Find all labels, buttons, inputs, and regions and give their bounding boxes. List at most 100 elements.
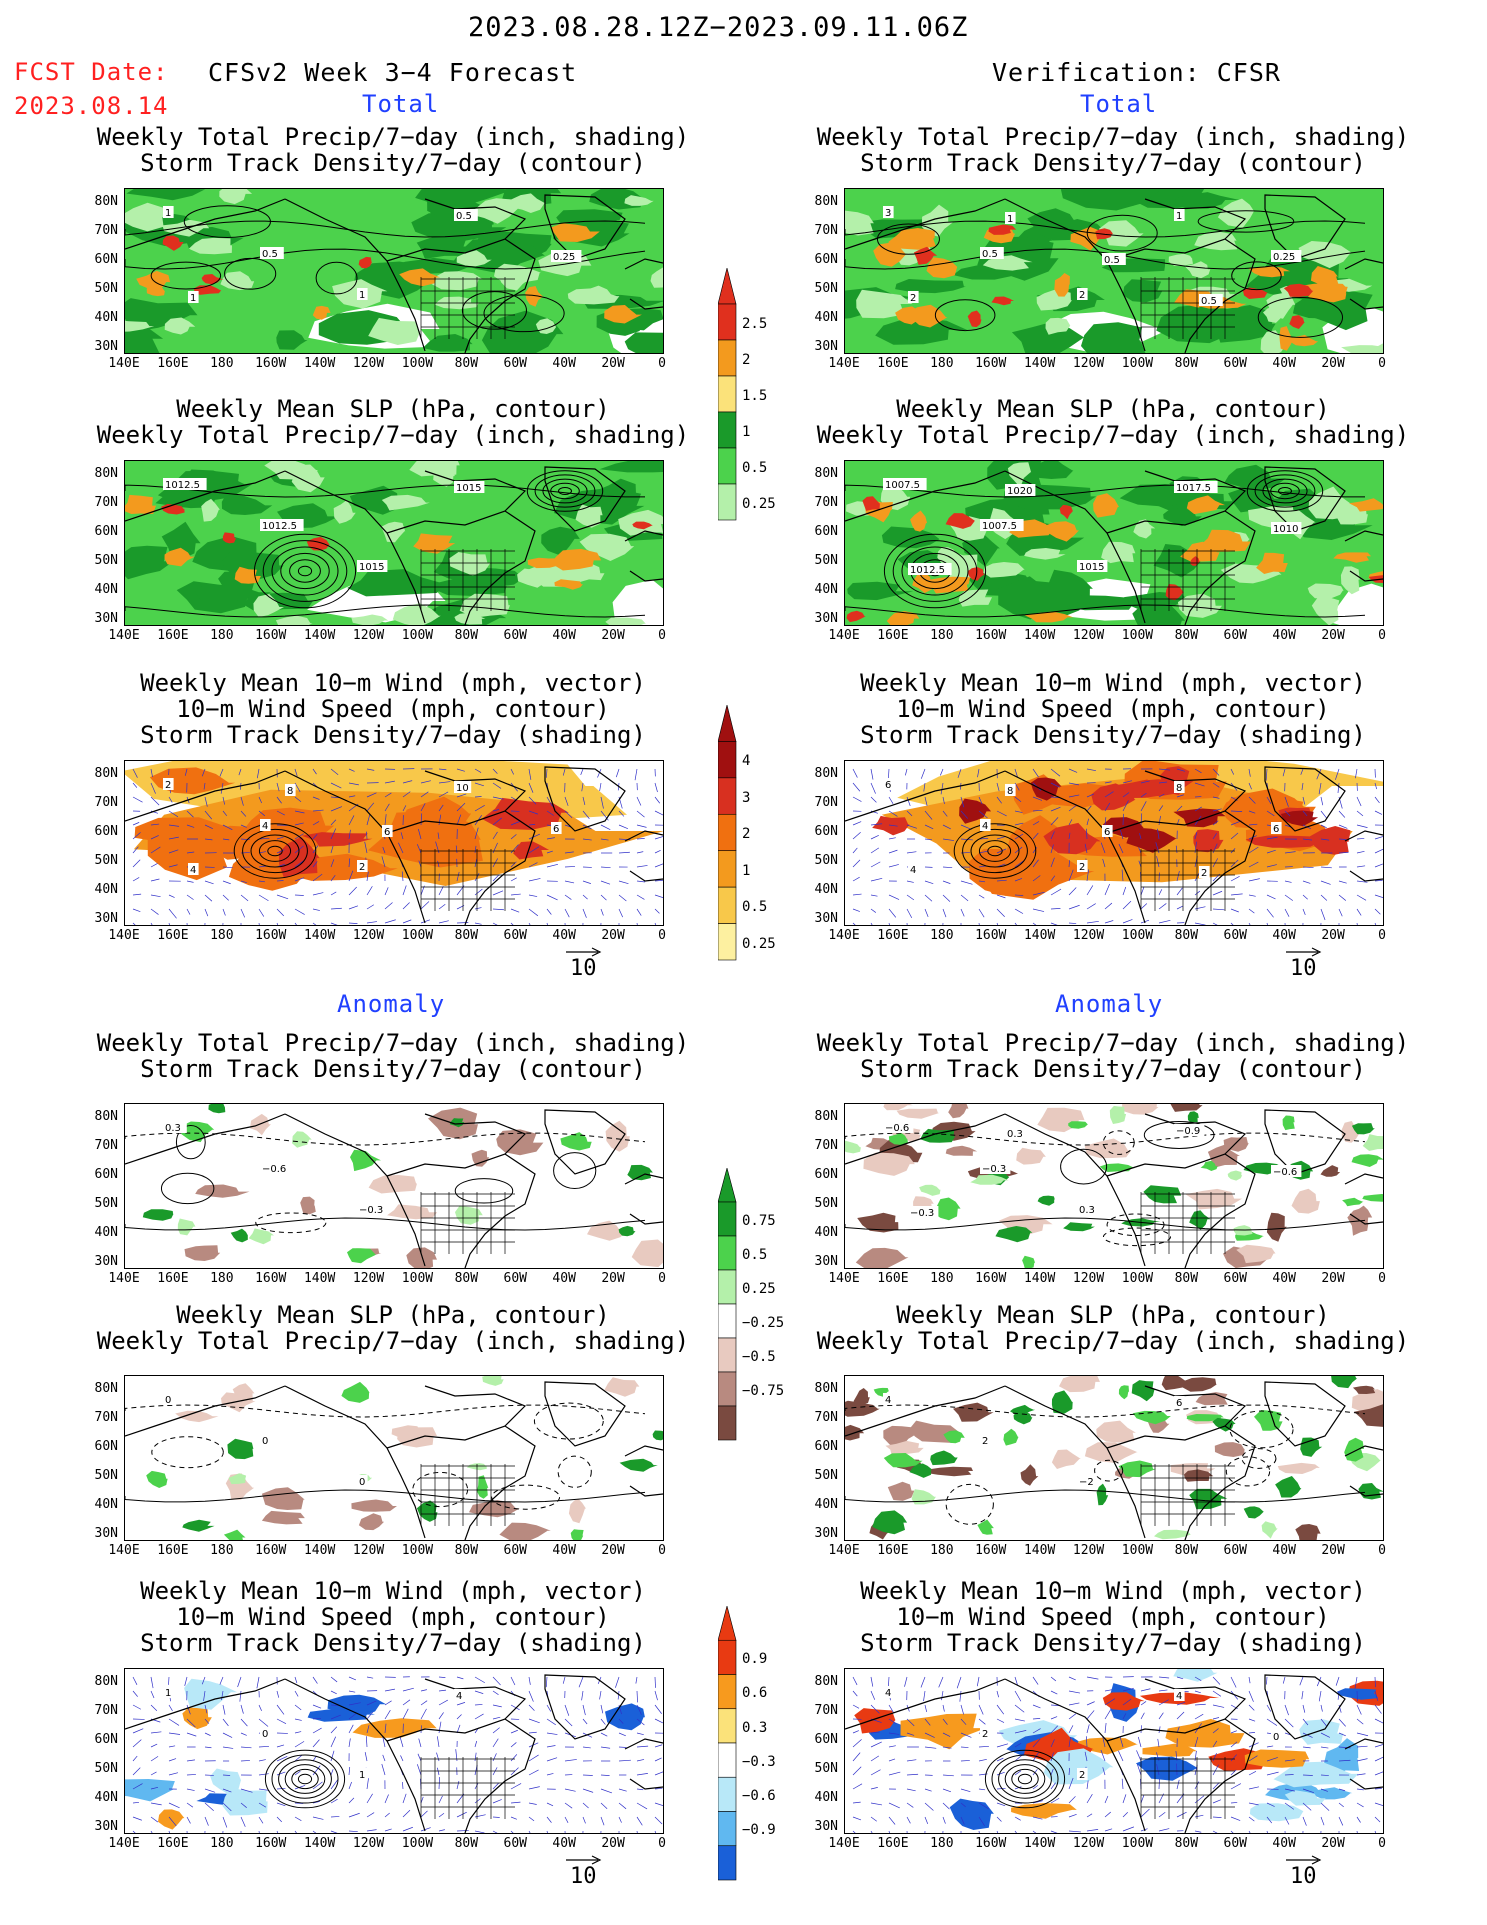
- wind-vector: [294, 1718, 302, 1721]
- dry-anomaly: [358, 1513, 385, 1531]
- precip-shade: [276, 330, 308, 350]
- wind-vector: [510, 1742, 517, 1748]
- wind-vector: [312, 834, 318, 840]
- wind-vector: [870, 894, 878, 897]
- wind-vector: [1122, 1826, 1135, 1832]
- wind-vector: [168, 908, 177, 919]
- wind-vector: [636, 1718, 645, 1726]
- wind-vector: [1158, 1811, 1166, 1818]
- wind-vector: [600, 1830, 602, 1833]
- precip-shade: [416, 236, 473, 259]
- wind-vector: [600, 838, 609, 841]
- wind-vector: [510, 1729, 518, 1734]
- wind-vector: [237, 1676, 242, 1688]
- wind-vector: [168, 894, 175, 898]
- wind-speed-contour: [284, 1764, 326, 1794]
- wind-vector: [294, 1830, 297, 1833]
- contour-label: 6: [885, 780, 891, 791]
- lat-tick-label: 80N: [94, 1674, 118, 1689]
- lon-tick-label: 140W: [1023, 1543, 1056, 1558]
- wind-vector: [1032, 1816, 1043, 1820]
- lon-tick-label: 40W: [1272, 1543, 1296, 1558]
- wind-vector: [1356, 850, 1365, 854]
- lon-tick-label: 80W: [1174, 928, 1199, 943]
- vector-reference-arrow: [1286, 1855, 1322, 1865]
- wind-vector: [528, 1704, 535, 1711]
- colorbar-label: 0.5: [742, 1246, 768, 1263]
- wind-vector: [150, 1743, 158, 1748]
- wind-vector: [582, 1788, 594, 1793]
- wind-vector: [474, 845, 477, 854]
- colorbar-label: −0.25: [742, 1314, 785, 1331]
- precip-shade: [998, 576, 1048, 620]
- wind-vector: [1338, 894, 1347, 901]
- precip-shade: [881, 526, 940, 549]
- wind-vector: [1122, 1713, 1127, 1720]
- wind-vector: [1248, 922, 1251, 925]
- wind-vector: [1122, 792, 1130, 798]
- wind-vector: [492, 874, 500, 882]
- lon-tick-label: 160E: [157, 1271, 189, 1286]
- precip-shade: [125, 545, 174, 580]
- wind-vector: [1265, 768, 1268, 781]
- wind-vector: [906, 908, 913, 919]
- contour-label-bg: [163, 206, 174, 218]
- wind-vector: [564, 922, 566, 925]
- wind-vector: [1266, 1718, 1278, 1726]
- wind-vector: [996, 1757, 1004, 1762]
- wind-vector: [924, 880, 934, 885]
- wind-vector: [870, 1769, 881, 1776]
- wind-vector: [852, 1816, 862, 1821]
- anomaly-contour: [845, 1217, 1366, 1231]
- lat-tick-label: 80N: [94, 766, 118, 781]
- wind-vector: [942, 894, 951, 902]
- wind-vector: [923, 782, 926, 792]
- lat-tick-label: 80N: [94, 466, 118, 481]
- contour-label: 8: [1007, 786, 1013, 797]
- colorbar-label: 0.75: [742, 1212, 776, 1229]
- wind-vector: [1121, 1778, 1124, 1790]
- anomaly-contour: [845, 1132, 1366, 1146]
- wet-anomaly: [292, 1131, 312, 1148]
- lon-tick-label: 0: [1378, 628, 1386, 643]
- wind-vector: [1050, 782, 1060, 788]
- wet-anomaly: [1227, 1170, 1243, 1181]
- wind-vector: [924, 1718, 931, 1726]
- lat-tick-label: 70N: [814, 223, 838, 238]
- wind-vector: [132, 859, 141, 868]
- anomaly-contour: [255, 1212, 327, 1234]
- wind-vector: [400, 832, 404, 840]
- wind-vector: [1194, 922, 1206, 925]
- wind-vector: [636, 851, 644, 854]
- wind-vector: [1320, 810, 1328, 819]
- wind-vector: [1014, 922, 1017, 925]
- wind-vector: [1157, 828, 1160, 840]
- wind-vector: [582, 838, 592, 841]
- wind-vector: [417, 1753, 422, 1762]
- wind-vector: [906, 1816, 911, 1824]
- wind-vector: [276, 1704, 285, 1715]
- wind-vector: [348, 1724, 354, 1734]
- dry-anomaly: [300, 1196, 316, 1215]
- dry-anomaly: [351, 1499, 397, 1512]
- wind-vector: [600, 894, 607, 901]
- coastline: [386, 510, 536, 625]
- wind-vector: [1176, 768, 1186, 772]
- wind-vector: [222, 908, 226, 916]
- wind-vector: [888, 922, 890, 925]
- wind-vector: [920, 1676, 926, 1688]
- dry-anomaly: [1016, 1147, 1046, 1165]
- wind-vector: [1068, 782, 1079, 786]
- storm-track-contour: [150, 261, 222, 290]
- wind-vector: [924, 894, 933, 902]
- contour-label-bg: [980, 1727, 991, 1739]
- wind-vector: [1194, 1713, 1204, 1720]
- contour-label: 4: [262, 821, 268, 832]
- wind-vector: [1158, 815, 1161, 826]
- wind-vector: [204, 1746, 212, 1749]
- lon-tick-label: 60W: [1223, 628, 1247, 643]
- wind-vector: [636, 810, 645, 818]
- wind-vector: [240, 1732, 247, 1736]
- wind-vector: [330, 806, 343, 812]
